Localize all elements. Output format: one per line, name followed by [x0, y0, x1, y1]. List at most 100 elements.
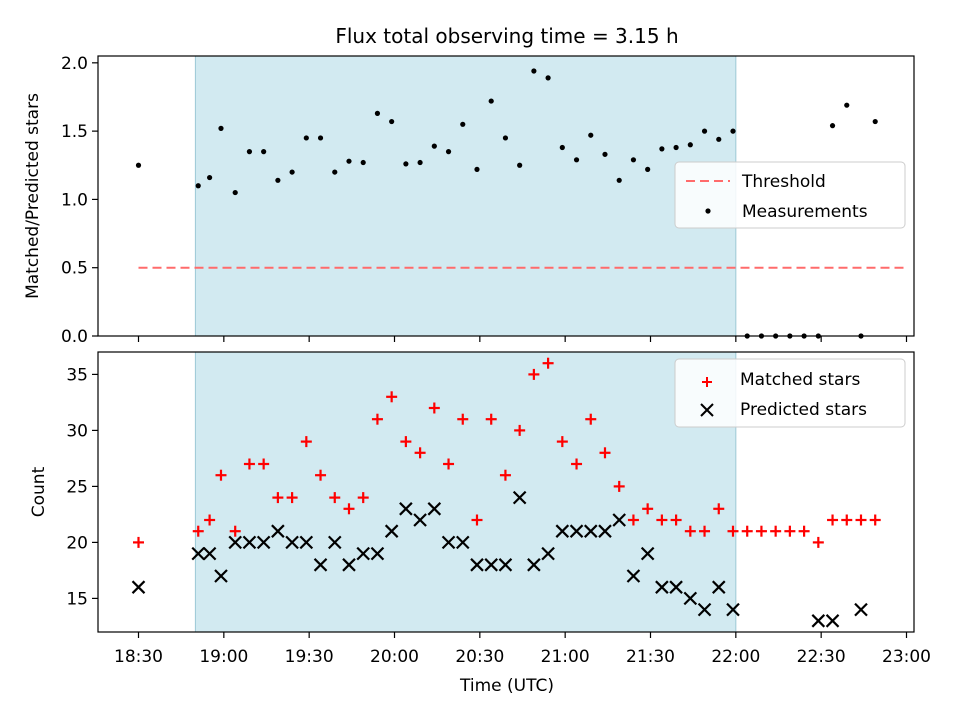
predicted-star-point: [342, 558, 356, 572]
measurement-point: [588, 132, 594, 138]
matched-star-point: [741, 525, 753, 537]
measurement-point: [346, 158, 352, 164]
measurement-point: [232, 189, 238, 196]
bottom-shaded-span: [194, 351, 737, 633]
matched-star-point: [215, 469, 227, 481]
matched-star-point: [841, 514, 853, 526]
measurement-point: [135, 162, 142, 168]
measurement-point: [360, 159, 366, 166]
predicted-star-point: [555, 524, 570, 538]
xtick-label: 21:00: [541, 647, 590, 667]
predicted-star-point: [825, 614, 840, 628]
measurement-point: [389, 118, 395, 125]
top-axes-frame: [97, 55, 915, 337]
matched-star-point: [204, 514, 216, 526]
xtick-label: 23:00: [882, 647, 931, 667]
matched-star-point: [485, 413, 497, 425]
predicted-star-point: [356, 546, 370, 561]
predicted-star-point: [811, 614, 826, 628]
matched-star-point: [133, 536, 144, 548]
measurement-point: [616, 177, 622, 183]
matched-star-point: [784, 525, 796, 537]
ytick-label: 0.0: [61, 327, 88, 347]
measurement-point: [559, 144, 565, 151]
predicted-star-point: [271, 524, 285, 538]
measurement-point: [317, 135, 324, 141]
measurement-point: [872, 118, 878, 125]
predicted-star-point: [612, 513, 626, 527]
matched-star-point: [272, 492, 284, 504]
measurement-point: [573, 157, 580, 163]
predicted-star-point: [669, 580, 683, 594]
predicted-star-point: [228, 535, 242, 550]
measurement-point: [246, 149, 253, 155]
predicted-star-point: [413, 513, 427, 527]
predicted-star-point: [370, 546, 385, 561]
xtick-label: 21:30: [626, 647, 675, 667]
measurement-point: [474, 166, 480, 172]
matched-star-point: [699, 525, 711, 537]
matched-star-point: [798, 525, 810, 537]
matched-star-point: [400, 436, 412, 448]
measurement-point: [673, 144, 679, 151]
predicted-star-point: [854, 602, 868, 617]
matched-star-point: [229, 525, 241, 537]
ytick-label: 0.5: [61, 259, 88, 279]
predicted-star-point: [498, 558, 513, 572]
xtick-label: 19:30: [285, 647, 334, 667]
ytick-label: 1.0: [61, 190, 88, 210]
predicted-star-point: [655, 580, 669, 594]
predicted-star-point: [455, 535, 470, 550]
matched-star-point: [556, 436, 568, 448]
matched-star-point: [869, 514, 881, 526]
bottom-axes-frame: [97, 351, 915, 633]
legend-predicted-marker: [700, 403, 714, 417]
predicted-star-point: [569, 524, 584, 538]
matched-star-point: [357, 492, 369, 504]
measurement-point: [417, 159, 423, 166]
predicted-star-point: [427, 502, 442, 516]
matched-star-point: [300, 436, 312, 448]
matched-star-point: [542, 357, 554, 369]
measurement-point: [716, 136, 722, 142]
bottom-panel: 15 20 25 30 35 18:30 19:00 19:30 20:00 20:30 21:0…: [29, 351, 931, 696]
predicted-star-point: [541, 546, 555, 561]
matched-star-point: [599, 447, 611, 459]
measurement-point: [218, 125, 224, 131]
legend-measurements-marker: [705, 208, 711, 214]
measurement-point: [261, 149, 267, 155]
predicted-star-point: [327, 535, 342, 550]
matched-star-point: [727, 525, 739, 537]
ytick-label: 2.0: [61, 54, 88, 74]
predicted-star-point: [626, 569, 641, 583]
matched-star-point: [243, 458, 255, 470]
measurement-point: [374, 110, 381, 116]
matched-star-point: [571, 458, 583, 470]
predicted-star-point: [726, 602, 740, 617]
measurement-point: [332, 169, 338, 175]
matched-star-point: [827, 514, 839, 526]
ytick-label: 30: [66, 421, 88, 441]
matched-star-point: [329, 492, 341, 504]
measurement-point: [303, 135, 309, 141]
top-ylabel: Matched/Predicted stars: [23, 93, 43, 299]
matched-star-point: [642, 503, 654, 515]
predicted-star-point: [191, 546, 206, 561]
predicted-star-point: [598, 524, 612, 538]
matched-star-point: [656, 514, 668, 526]
top-shaded-span: [194, 55, 737, 337]
predicted-star-point: [285, 535, 299, 550]
top-panel: 0.00.51.01.52.0 Matched/Predicted stars …: [23, 54, 915, 347]
matched-star-point: [428, 402, 440, 414]
ytick-label: 25: [66, 477, 88, 497]
measurement-point: [460, 121, 466, 127]
predicted-star-point: [256, 535, 271, 550]
matched-star-point: [627, 514, 639, 526]
predicted-star-point: [527, 558, 541, 572]
measurement-point: [445, 149, 452, 155]
matched-star-point: [386, 391, 398, 403]
ytick-label: 15: [66, 589, 88, 609]
matched-star-point: [258, 458, 270, 470]
measurement-point: [701, 128, 708, 134]
measurement-point: [645, 166, 651, 172]
